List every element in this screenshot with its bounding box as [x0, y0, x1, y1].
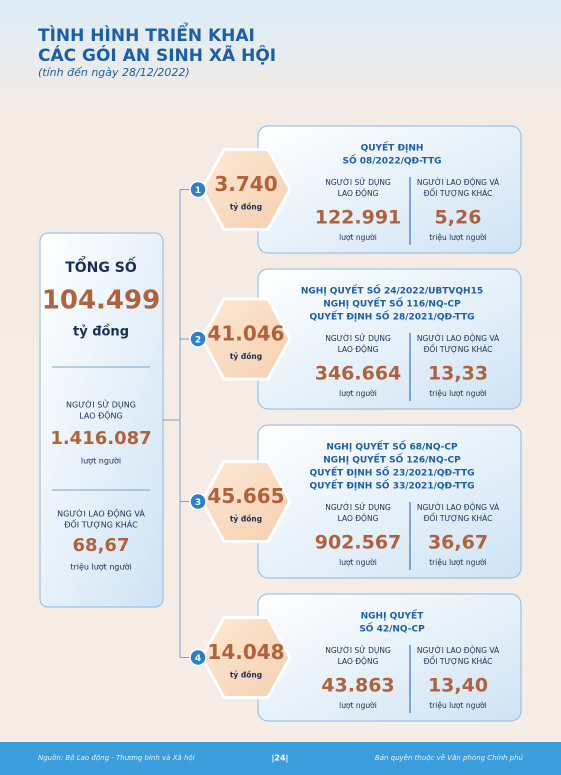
package-amount: 14.048	[207, 640, 284, 664]
value: 122.991	[315, 207, 402, 229]
number-badge	[189, 330, 207, 348]
unit: triệu lượt người	[429, 389, 487, 398]
total-unit: tỷ đồng	[73, 325, 129, 340]
label: NGƯỜI SỬ DỤNG	[325, 334, 391, 343]
number-badge	[189, 180, 207, 199]
label: NGƯỜI SỬ DỤNG	[325, 503, 391, 512]
label: NGƯỜI LAO ĐỘNG VÀ	[417, 646, 500, 655]
title-line: CÁC GÓI AN SINH XÃ HỘI	[38, 43, 276, 66]
label: NGƯỜI LAO ĐỘNG VÀ	[417, 178, 500, 187]
hexagon	[200, 148, 292, 231]
unit: lượt người	[339, 389, 377, 398]
package-unit: tỷ đồng	[230, 671, 262, 680]
unit: lượt người	[339, 233, 377, 242]
label: LAO ĐỘNG	[79, 410, 123, 421]
label: NGƯỜI LAO ĐỘNG VÀ	[57, 508, 145, 519]
value: 346.664	[315, 363, 402, 385]
number-badge	[189, 492, 207, 511]
unit: triệu lượt người	[429, 701, 487, 710]
label: LAO ĐỘNG	[338, 657, 379, 666]
value: 5,26	[435, 207, 482, 229]
label: ĐỐI TƯỢNG KHÁC	[424, 513, 493, 523]
package-number: 3	[195, 498, 201, 508]
hexagon	[200, 460, 292, 543]
total-label: TỔNG SỐ	[65, 256, 137, 276]
value: 13,33	[428, 363, 488, 385]
unit: lượt người	[339, 558, 377, 567]
package-amount: 45.665	[207, 484, 284, 508]
footer-bar	[0, 742, 561, 775]
package-unit: tỷ đồng	[230, 352, 262, 361]
package-amount: 41.046	[207, 322, 284, 346]
title-line: TÌNH HÌNH TRIỂN KHAI	[38, 21, 255, 46]
unit: triệu lượt người	[429, 233, 487, 242]
hexagon	[200, 616, 292, 699]
label: NGƯỜI LAO ĐỘNG VÀ	[417, 334, 500, 343]
value: 68,67	[73, 535, 130, 556]
decree-line: QUYẾT ĐỊNH SỐ 23/2021/QĐ-TTG	[309, 466, 474, 479]
package-number: 4	[195, 654, 201, 664]
label: NGƯỜI LAO ĐỘNG VÀ	[417, 503, 500, 512]
value: 902.567	[315, 532, 402, 554]
decree-line: SỐ 42/NQ-CP	[359, 622, 425, 635]
page-number: |24|	[272, 754, 289, 763]
unit: triệu lượt người	[70, 562, 131, 572]
unit: lượt người	[81, 456, 121, 466]
label: NGƯỜI SỬ DỤNG	[66, 399, 136, 410]
label: ĐỐI TƯỢNG KHÁC	[424, 344, 493, 354]
label: ĐỐI TƯỢNG KHÁC	[424, 188, 493, 198]
footer-source: Nguồn: Bộ Lao động - Thương binh và Xã h…	[38, 754, 195, 762]
label: ĐỐI TƯỢNG KHÁC	[424, 656, 493, 666]
decree-line: NGHỊ QUYẾT SỐ 126/NQ-CP	[323, 453, 461, 466]
decree-line: QUYẾT ĐỊNH	[361, 141, 424, 154]
package-unit: tỷ đồng	[230, 515, 262, 524]
package-unit: tỷ đồng	[230, 203, 262, 212]
decree-line: SỐ 08/2022/QĐ-TTG	[342, 154, 441, 167]
package-number: 1	[195, 186, 201, 196]
number-badge	[189, 648, 207, 667]
label: NGƯỜI SỬ DỤNG	[325, 178, 391, 187]
value: 1.416.087	[50, 428, 151, 449]
subtitle: (tính đến ngày 28/12/2022)	[38, 66, 190, 79]
value: 36,67	[428, 532, 488, 554]
value: 13,40	[428, 675, 488, 697]
label: LAO ĐỘNG	[338, 189, 379, 198]
label: ĐỐI TƯỢNG KHÁC	[64, 518, 138, 530]
label: NGƯỜI SỬ DỤNG	[325, 646, 391, 655]
decree-line: NGHỊ QUYẾT SỐ 24/2022/UBTVQH15	[301, 284, 483, 297]
decree-line: NGHỊ QUYẾT SỐ 68/NQ-CP	[326, 440, 458, 453]
value: 43.863	[321, 675, 394, 697]
label: LAO ĐỘNG	[338, 514, 379, 523]
unit: lượt người	[339, 701, 377, 710]
decree-line: QUYẾT ĐỊNH SỐ 28/2021/QĐ-TTG	[309, 310, 474, 323]
unit: triệu lượt người	[429, 558, 487, 567]
decree-line: NGHỊ QUYẾT SỐ 116/NQ-CP	[323, 297, 461, 310]
package-number: 2	[195, 336, 201, 346]
total-value: 104.499	[42, 286, 160, 316]
hexagon	[200, 297, 292, 381]
decree-line: QUYẾT ĐỊNH SỐ 33/2021/QĐ-TTG	[309, 479, 474, 492]
label: LAO ĐỘNG	[338, 345, 379, 354]
footer-copyright: Bản quyền thuộc về Văn phòng Chính phủ	[375, 754, 524, 762]
decree-line: NGHỊ QUYẾT	[361, 609, 425, 622]
package-amount: 3.740	[214, 172, 277, 196]
